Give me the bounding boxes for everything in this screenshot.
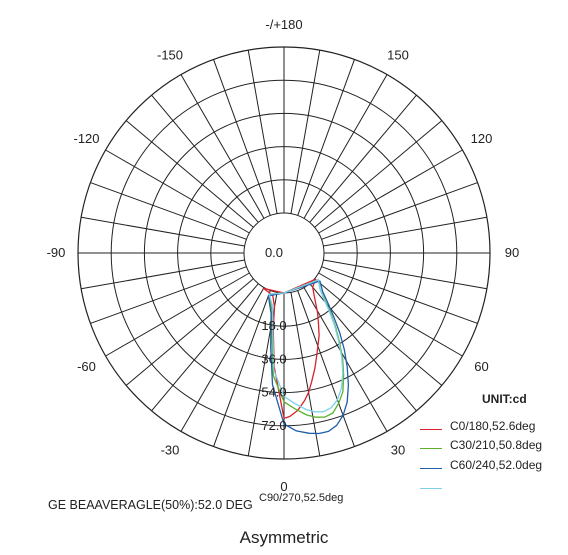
grid-spoke [314,120,443,228]
legend-swatch [420,488,442,489]
radial-tick-label: 36.0 [261,351,286,366]
legend-label: C0/180,52.6deg [450,419,536,433]
legend-label: C30/210,50.8deg [450,438,543,452]
grid-spoke [321,266,478,324]
grid-spoke [309,94,417,223]
grid-spoke [213,59,271,216]
legend-swatch [420,448,442,449]
grid-spoke [105,149,250,234]
radial-tick-label: 18.0 [261,318,286,333]
grid-spoke [180,74,265,219]
legend-swatch [420,429,442,430]
grid-spoke [151,283,259,412]
angle-label: 90 [505,245,519,260]
grid-spoke [151,94,259,223]
grid-spoke [81,216,245,247]
angle-label: -60 [77,359,96,374]
beam-angle-note: GE BEAAVERAGLE(50%):52.0 DEG [48,498,253,512]
chart-subtitle: Asymmetric [239,528,329,547]
c90-series-label: C90/270,52.5deg [259,492,344,504]
angle-label: -30 [161,443,180,458]
grid-spoke [323,259,487,290]
grid-spoke [314,278,443,386]
angle-label: -120 [73,131,99,146]
grid-spoke [213,290,271,447]
series-curve [268,279,344,413]
radial-tick-label: 54.0 [261,385,286,400]
grid-spoke [125,120,254,228]
grid-spoke [90,266,247,324]
polar-labels: -/+180 150 -150 120 -120 90 -90 60 -60 30 -30 0 0.0 1… [47,17,520,494]
legend-title: UNIT:cd [482,392,527,406]
series-curve [267,280,350,435]
radial-tick-label: 0.0 [265,245,283,260]
angle-label: 120 [471,131,493,146]
grid-spoke [303,74,388,219]
grid-spoke [180,287,265,432]
grid-spoke [290,50,321,214]
grid-spoke [318,272,463,357]
grid-spoke [323,216,487,247]
legend-item-c60: C60/240,52.0deg [418,458,568,474]
legend-item-c90 [418,478,568,494]
angle-label: 0 [280,479,287,494]
legend-item-c0: C0/180,52.6deg [418,419,568,435]
angle-label: -/+180 [265,17,302,32]
grid-spoke [125,278,254,386]
grid-spoke [297,59,355,216]
grid-spoke [81,259,245,290]
grid-spoke [297,290,355,447]
legend-label: C60/240,52.0deg [450,458,543,472]
grid-spoke [90,182,247,240]
grid-spoke [247,50,278,214]
grid-spoke [318,149,463,234]
legend-swatch [420,468,442,469]
angle-label: -90 [47,245,66,260]
grid-spoke [290,292,321,456]
angle-label: -150 [157,48,183,63]
angle-label: 30 [391,443,405,458]
intensity-curves [262,278,350,435]
angle-label: 60 [474,359,488,374]
radial-tick-label: 72.0 [261,418,286,433]
angle-label: 150 [387,48,409,63]
grid-spoke [105,272,250,357]
legend-item-c30: C30/210,50.8deg [418,438,568,454]
grid-spoke [321,182,478,240]
